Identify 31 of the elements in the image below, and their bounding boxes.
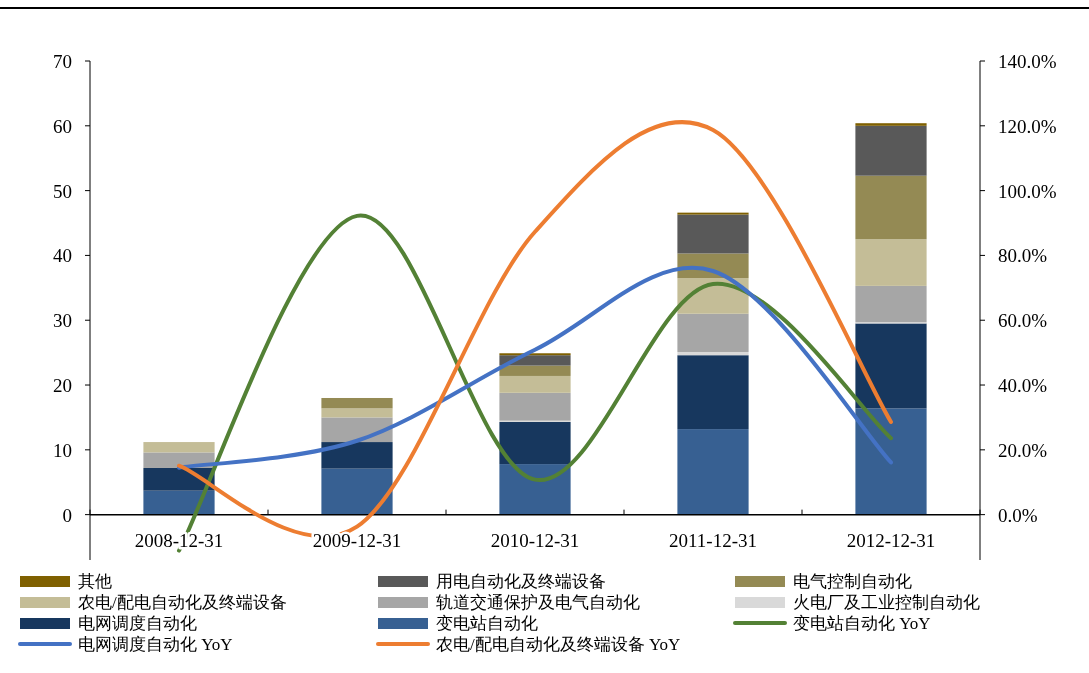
y2-tick-label: 40.0% <box>998 375 1048 397</box>
y2-tick-label: 120.0% <box>998 115 1057 137</box>
y2-tick-label: 100.0% <box>998 180 1057 202</box>
y-tick-label: 40 <box>53 245 72 267</box>
y2-tick-label: 20.0% <box>998 439 1048 461</box>
legend-label: 用电自动化及终端设备 <box>436 572 606 591</box>
y-tick-label: 50 <box>53 180 72 202</box>
legend-label: 电网调度自动化 <box>78 614 197 633</box>
legend-label: 轨道交通保护及电气自动化 <box>436 593 640 612</box>
y2-tick-label: 0.0% <box>998 504 1038 526</box>
y2-tick-label: 140.0% <box>998 51 1057 72</box>
y-tick-label: 70 <box>53 51 72 72</box>
legend-label: 火电厂及工业控制自动化 <box>793 593 980 612</box>
legend-label: 变电站自动化 <box>436 614 538 633</box>
y-tick-label: 30 <box>53 310 72 332</box>
legend-label: 其他 <box>78 572 112 591</box>
legend-label: 电网调度自动化 YoY <box>78 635 233 654</box>
y-tick-label: 0 <box>62 504 72 526</box>
y2-tick-label: 80.0% <box>998 245 1048 267</box>
legend-label: 农电/配电自动化及终端设备 YoY <box>436 635 681 654</box>
y-tick-label: 10 <box>53 439 72 461</box>
y2-tick-label: 60.0% <box>998 310 1048 332</box>
legend-label: 电气控制自动化 <box>793 572 912 591</box>
y-tick-label: 20 <box>53 375 72 397</box>
x-tick-label: 2009-12-31 <box>312 529 402 551</box>
legend-label: 变电站自动化 YoY <box>793 614 931 633</box>
legend-label: 农电/配电自动化及终端设备 <box>78 593 287 612</box>
x-tick-label: 2012-12-31 <box>846 529 936 551</box>
y-tick-label: 60 <box>53 115 72 137</box>
x-tick-label: 2011-12-31 <box>669 529 757 551</box>
x-tick-label: 2010-12-31 <box>490 529 580 551</box>
